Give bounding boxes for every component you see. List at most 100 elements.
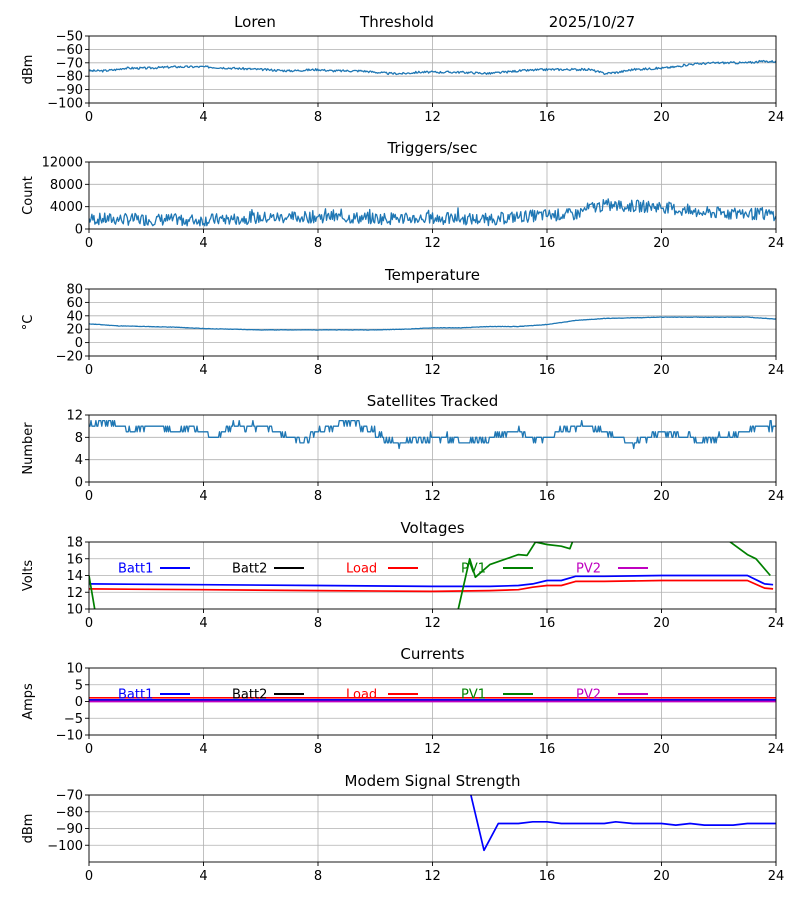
chart-title: Voltages (400, 519, 464, 537)
series-modem-line (470, 795, 776, 852)
x-tick-label: 8 (314, 110, 322, 125)
x-tick-label: 0 (85, 742, 93, 757)
x-tick-label: 20 (653, 742, 670, 757)
y-tick-label: 10 (66, 603, 83, 618)
x-tick-label: 24 (768, 616, 785, 631)
legend-label: PV2 (576, 688, 601, 703)
y-tick-label: 12000 (42, 156, 83, 171)
x-tick-label: 24 (768, 110, 785, 125)
x-tick-label: 24 (768, 489, 785, 504)
y-axis-label: Amps (21, 683, 36, 720)
x-tick-label: 4 (199, 869, 207, 884)
header-mode: Threshold (359, 13, 434, 31)
series-batt1-line (89, 574, 774, 588)
x-tick-label: 12 (424, 236, 441, 251)
legend-entry-batt2: Batt2 (232, 562, 304, 577)
chart-title: Modem Signal Strength (345, 772, 521, 790)
legend-entry-pv1: PV1 (461, 562, 533, 577)
x-tick-label: 12 (424, 110, 441, 125)
x-tick-label: 16 (539, 869, 556, 884)
x-tick-label: 0 (85, 489, 93, 504)
x-tick-label: 8 (314, 489, 322, 504)
legend-entry-batt1: Batt1 (118, 562, 190, 577)
y-tick-label: 80 (66, 283, 83, 298)
y-tick-label: −70 (56, 789, 83, 804)
y-tick-label: 4 (75, 453, 83, 468)
legend-label: Batt2 (232, 562, 267, 577)
y-axis-label: Volts (21, 560, 36, 592)
y-tick-label: 0 (75, 695, 83, 710)
x-tick-label: 20 (653, 616, 670, 631)
legend-label: Batt1 (118, 688, 153, 703)
x-tick-label: 24 (768, 869, 785, 884)
legend-entry-pv2: PV2 (576, 688, 648, 703)
y-tick-label: 0 (75, 476, 83, 491)
legend-entry-batt1: Batt1 (118, 688, 190, 703)
chart-title: Satellites Tracked (367, 392, 498, 410)
x-tick-label: 16 (539, 489, 556, 504)
y-tick-label: 20 (66, 323, 83, 338)
chart-modem: 0 4 8 12 16 20 24 −100 −90 −80−70 Modem Signal Str… (21, 772, 784, 884)
y-tick-label: 18 (66, 536, 83, 551)
y-tick-label: −20 (56, 350, 83, 365)
y-tick-label: −80 (56, 70, 83, 85)
x-tick-label: 20 (653, 363, 670, 378)
y-tick-label: −5 (64, 712, 83, 727)
chart-title: Currents (400, 645, 464, 663)
series-signal-line (89, 59, 776, 76)
x-tick-label: 16 (539, 363, 556, 378)
legend-label: PV2 (576, 562, 601, 577)
x-tick-label: 12 (424, 363, 441, 378)
y-tick-label: 0 (75, 223, 83, 238)
series-satellites-line (89, 419, 776, 450)
chart-title: Temperature (384, 266, 480, 284)
y-tick-label: 4000 (50, 200, 83, 215)
y-tick-label: −90 (56, 822, 83, 837)
y-tick-label: −60 (56, 43, 83, 58)
series-temperature-line (89, 316, 776, 331)
y-tick-label: −10 (56, 729, 83, 744)
chart-satellites: 0 4 8 12 16 20 24 0 4 8 12 Satellites Tracked Number (21, 392, 784, 504)
y-tick-label: 8000 (50, 178, 83, 193)
x-tick-label: 12 (424, 742, 441, 757)
x-tick-label: 24 (768, 236, 785, 251)
legend-entry-load: Load (346, 688, 418, 703)
x-tick-label: 0 (85, 869, 93, 884)
series-triggers-line (89, 198, 776, 227)
y-tick-label: 5 (75, 678, 83, 693)
legend-label: Batt2 (232, 688, 267, 703)
x-tick-label: 4 (199, 489, 207, 504)
y-tick-label: 8 (75, 431, 83, 446)
y-tick-label: 10 (66, 662, 83, 677)
x-tick-label: 8 (314, 742, 322, 757)
legend-label: Load (346, 562, 377, 577)
x-tick-label: 24 (768, 742, 785, 757)
x-tick-label: 0 (85, 363, 93, 378)
legend-label: Load (346, 688, 377, 703)
x-tick-label: 20 (653, 869, 670, 884)
x-tick-label: 8 (314, 236, 322, 251)
x-tick-label: 12 (424, 489, 441, 504)
y-tick-label: 12 (66, 586, 83, 601)
y-tick-label: −80 (56, 805, 83, 820)
y-axis-label: dBm (21, 55, 36, 85)
x-tick-label: 8 (314, 616, 322, 631)
legend-label: Batt1 (118, 562, 153, 577)
x-tick-label: 20 (653, 489, 670, 504)
header-station: Loren (234, 13, 276, 31)
chart-signal: 0 4 8 12 16 20 24 −100−90−80−70−60−50 dBm (21, 30, 784, 126)
y-axis-label: Count (21, 176, 36, 215)
y-tick-label: 60 (66, 296, 83, 311)
x-tick-label: 20 (653, 236, 670, 251)
legend-label: PV1 (461, 688, 486, 703)
series-pv1-line (89, 542, 771, 609)
y-axis-label: °C (21, 315, 36, 331)
x-tick-label: 12 (424, 869, 441, 884)
x-tick-label: 0 (85, 110, 93, 125)
x-tick-label: 16 (539, 742, 556, 757)
